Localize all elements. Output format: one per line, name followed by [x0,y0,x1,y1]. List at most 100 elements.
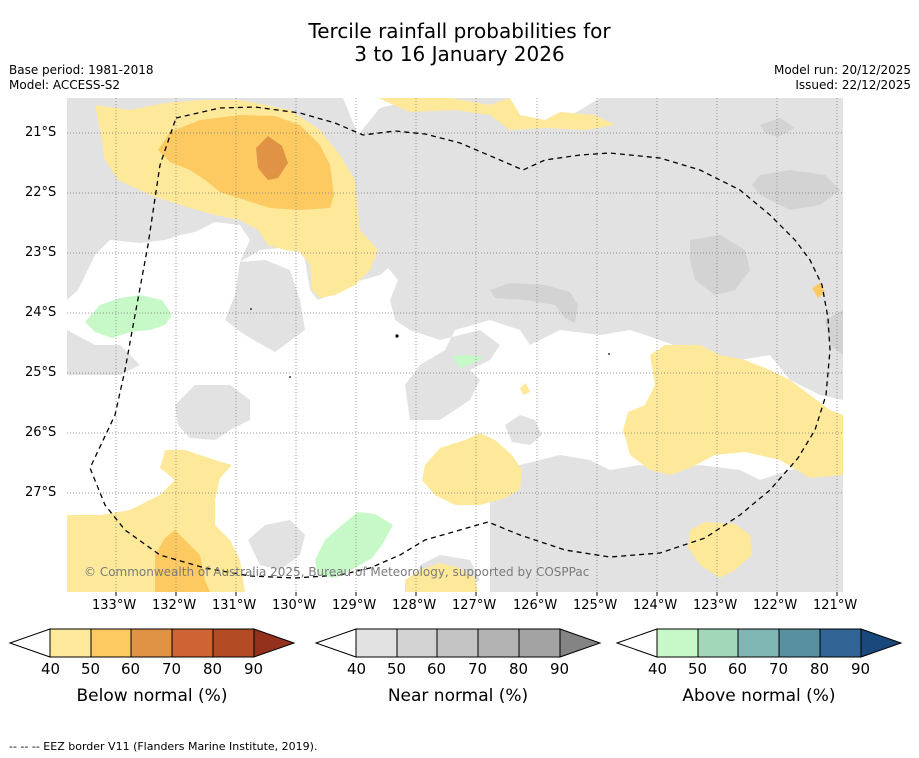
colorbar-above [615,628,903,658]
above-40-south [315,512,393,578]
colorbar-tick: 70 [162,660,182,678]
below-50-north [158,115,334,210]
map-copyright: © Commonwealth of Australia 2025, Bureau… [84,565,589,579]
near-region-southeast [490,455,843,592]
colorbar-swatch [355,628,398,658]
lat-label: 24°S [25,305,57,320]
near-50-east [690,235,750,295]
colorbar-near [314,628,602,658]
colorbar-swatch [477,628,520,658]
colorbar-swatch [819,628,862,658]
colorbar-title-above: Above normal (%) [682,686,836,706]
colorbar-swatch [860,628,903,658]
issued-date: Issued: 22/12/2025 [795,78,911,92]
near-region-mid-west [225,260,305,352]
below-40-southeast [688,522,752,578]
colorbar-tick: 50 [81,660,101,678]
lon-label: 130°W [272,598,317,613]
near-50-top [760,118,795,137]
lon-label: 125°W [573,598,618,613]
colorbar-swatch [436,628,479,658]
below-40-top-center [378,98,615,130]
colorbars [8,628,903,658]
near-region-southwest [248,520,305,570]
base-period: Base period: 1981-2018 [9,63,154,77]
lon-label: 132°W [152,598,197,613]
colorbar-tick: 80 [509,660,529,678]
map-title-line1: Tercile rainfall probabilities for [308,19,611,43]
colorbar-tick: 80 [203,660,223,678]
colorbar-tick: 50 [387,660,407,678]
lon-label: 121°W [813,598,858,613]
colorbar-swatch [737,628,780,658]
model-name: Model: ACCESS-S2 [9,78,121,92]
colorbar-tick: 50 [688,660,708,678]
colorbar-swatch [518,628,561,658]
lat-label: 22°S [25,185,57,200]
lat-label: 26°S [25,425,57,440]
near-50-northeast [752,170,840,210]
near-region-west-mid [67,330,140,375]
above-40-small [452,355,484,368]
eez-footnote: -- -- -- EEZ border V11 (Flanders Marine… [9,740,318,753]
lat-label: 25°S [25,365,57,380]
below-40-south-center [405,563,478,592]
colorbar-tick: 60 [121,660,141,678]
colorbar-swatch [130,628,173,658]
below-40-dot-center [520,383,530,395]
lon-label: 133°W [92,598,137,613]
colorbar-tick: 40 [347,660,367,678]
lon-label: 131°W [212,598,257,613]
lat-label: 27°S [25,485,57,500]
below-40-southwest [67,450,245,592]
colorbar-tick: 60 [728,660,748,678]
colorbar-swatch [697,628,739,658]
near-region-center-small [505,415,542,445]
lon-label: 127°W [452,598,497,613]
lon-label: 128°W [392,598,437,613]
colorbar-tick: 40 [41,660,61,678]
colorbar-tick: 60 [427,660,447,678]
colorbar-tick: 90 [244,660,264,678]
lon-label: 129°W [332,598,377,613]
colorbar-swatch [253,628,296,658]
colorbar-swatch [49,628,92,658]
lon-ticks [115,592,838,596]
colorbar-swatch [171,628,214,658]
gridlines [67,98,843,592]
colorbar-swatch [396,628,438,658]
colorbar-tick: 40 [648,660,668,678]
lat-label: 23°S [25,245,57,260]
colorbar-swatch [90,628,132,658]
lon-label: 126°W [513,598,558,613]
near-region-center-blob [175,385,250,440]
model-run: Model run: 20/12/2025 [773,63,911,77]
colorbar-tick: 70 [769,660,789,678]
colorbar-tick: 90 [851,660,871,678]
islands [250,308,610,378]
colorbar-tick: 80 [810,660,830,678]
above-40-west [85,295,172,338]
colorbar-swatch [778,628,821,658]
colorbar-tick: 70 [468,660,488,678]
above-normal-regions [85,295,484,578]
colorbar-tick: 90 [550,660,570,678]
colorbar-swatch [212,628,255,658]
eez-border [89,106,831,579]
colorbar-title-near: Near normal (%) [387,686,529,706]
colorbar-swatch [559,628,602,658]
lon-label: 123°W [693,598,738,613]
colorbar-swatch [656,628,699,658]
below-60-north [256,136,288,180]
colorbar-below [8,628,296,658]
map-title-line2: 3 to 16 January 2026 [354,42,565,66]
lon-label: 124°W [633,598,678,613]
near-50-east-edge [825,310,843,355]
lon-label: 122°W [753,598,798,613]
below-40-center [422,433,522,505]
near-50-band [490,283,578,323]
colorbar-title-below: Below normal (%) [76,686,228,706]
lat-label: 21°S [25,125,57,140]
below-40-east [623,345,843,478]
